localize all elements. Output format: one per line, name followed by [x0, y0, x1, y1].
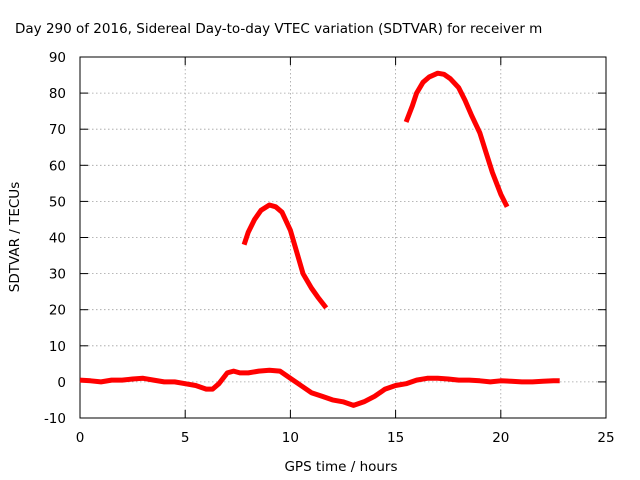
- y-tick-label: 60: [49, 158, 66, 174]
- y-tick-label: 10: [49, 339, 66, 355]
- x-tick-label: 15: [387, 430, 404, 446]
- x-tick-label: 20: [492, 430, 509, 446]
- x-tick-label: 0: [76, 430, 85, 446]
- y-tick-label: 0: [57, 375, 66, 391]
- x-tick-label: 5: [181, 430, 190, 446]
- y-tick-label: 40: [49, 231, 66, 247]
- series-line-1: [79, 367, 560, 408]
- y-tick-label: 30: [49, 267, 66, 283]
- grid: [80, 57, 606, 418]
- x-tick-label: 10: [282, 430, 299, 446]
- y-tick-label: 70: [49, 122, 66, 138]
- x-tick-label: 25: [597, 430, 614, 446]
- y-tick-labels: -10 0 10 20 30 40 50 60 70 80 90: [44, 50, 66, 427]
- y-tick-label: 80: [49, 86, 66, 102]
- axis-ticks: [79, 56, 607, 419]
- chart-title: Day 290 of 2016, Sidereal Day-to-day VTE…: [15, 21, 542, 37]
- series-line-2: [241, 202, 329, 310]
- series-group: [79, 70, 560, 408]
- x-axis-label: GPS time / hours: [284, 459, 397, 475]
- y-tick-label: 50: [49, 194, 66, 210]
- y-axis-label: SDTVAR / TECUs: [7, 182, 23, 292]
- y-tick-label: -10: [44, 411, 66, 427]
- series-line-3: [403, 70, 510, 208]
- y-tick-label: 20: [49, 303, 66, 319]
- x-tick-labels: 0 5 10 15 20 25: [76, 430, 615, 446]
- plot-frame: [79, 56, 607, 419]
- y-tick-label: 90: [49, 50, 66, 66]
